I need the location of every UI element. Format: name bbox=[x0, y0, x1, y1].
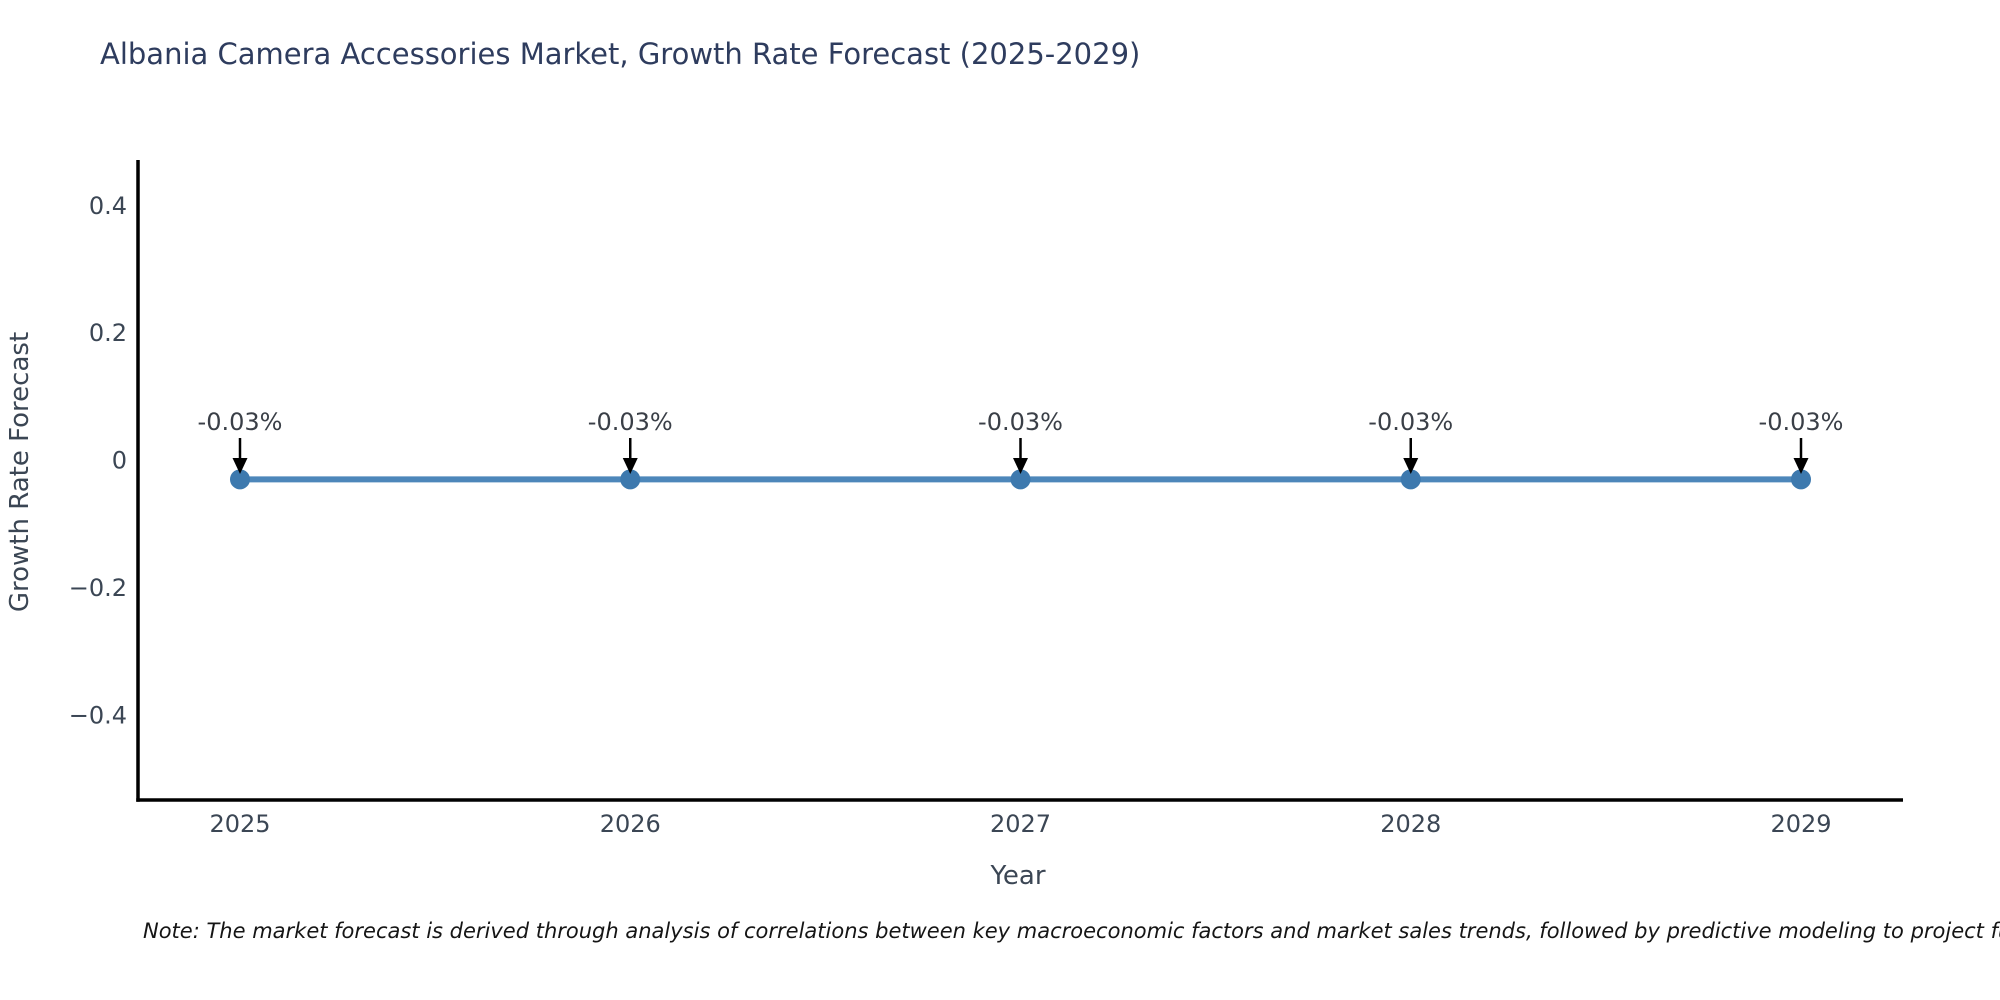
annotation-arrow-head bbox=[1403, 458, 1419, 474]
y-axis-tick-label: 0 bbox=[112, 447, 127, 475]
y-axis-tick-label: −0.4 bbox=[69, 702, 127, 730]
x-axis-title: Year bbox=[989, 861, 1045, 891]
annotation-arrow-head bbox=[622, 458, 638, 474]
chart-title: Albania Camera Accessories Market, Growt… bbox=[100, 37, 1141, 71]
point-annotation-label: -0.03% bbox=[1368, 408, 1453, 436]
annotation-arrow-head bbox=[232, 458, 248, 474]
x-axis-tick-label: 2025 bbox=[209, 810, 270, 838]
data-point-marker bbox=[1010, 469, 1031, 490]
x-axis-tick-label: 2029 bbox=[1770, 810, 1831, 838]
y-axis-tick-label: 0.2 bbox=[89, 319, 127, 347]
y-axis-tick-label: 0.4 bbox=[89, 192, 127, 220]
point-annotation-label: -0.03% bbox=[1759, 408, 1844, 436]
data-point-marker bbox=[230, 469, 250, 490]
point-annotation-label: -0.03% bbox=[588, 408, 673, 436]
point-annotation-label: -0.03% bbox=[198, 408, 283, 436]
annotation-arrow-head bbox=[1793, 458, 1809, 474]
x-axis-tick-label: 2028 bbox=[1380, 810, 1441, 838]
x-axis-tick-label: 2027 bbox=[990, 810, 1051, 838]
y-axis-title: Growth Rate Forecast bbox=[5, 332, 35, 612]
chart-footnote: Note: The market forecast is derived thr… bbox=[143, 919, 2000, 943]
annotation-arrow-head bbox=[1013, 458, 1028, 474]
data-point-marker bbox=[620, 469, 641, 490]
point-annotation-label: -0.03% bbox=[978, 408, 1063, 436]
x-axis-tick-label: 2026 bbox=[600, 810, 661, 838]
y-axis-tick-label: −0.2 bbox=[69, 574, 127, 602]
data-point-marker bbox=[1791, 469, 1811, 490]
data-point-marker bbox=[1400, 469, 1421, 490]
